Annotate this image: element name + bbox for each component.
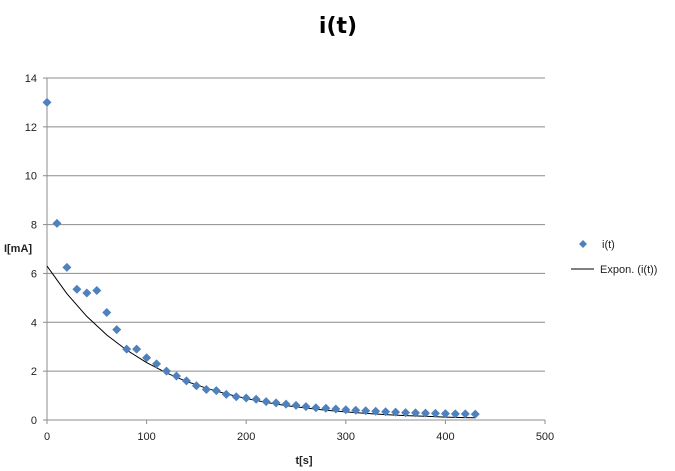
data-point [311,403,321,413]
data-point [371,406,381,416]
data-point [42,97,52,107]
y-tick-label-10: 10 [25,171,37,183]
gridlines [47,77,545,372]
y-tick-label-2: 2 [31,366,37,378]
data-point [52,218,62,228]
data-point [132,344,142,354]
y-axis-label: I[mA] [4,243,32,255]
data-point [211,386,221,396]
y-tick-label-6: 6 [31,268,37,280]
data-point [460,409,470,419]
data-point [122,344,132,354]
data-point [191,381,201,391]
data-point [401,408,411,418]
data-point [62,262,72,272]
y-tick-label-12: 12 [25,122,37,134]
y-tick-label-14: 14 [25,73,37,85]
data-point [361,406,371,416]
data-point [102,308,112,318]
legend-label-trend: Expon. (i(t)) [600,264,657,276]
data-point [72,284,82,294]
data-point [221,389,231,399]
scatter-series [42,97,480,419]
data-point [241,393,251,403]
y-tick-label-0: 0 [31,415,37,427]
trendline-series [46,265,476,419]
legend-marker-diamond [579,240,587,248]
x-tick-label-100: 100 [137,431,155,443]
data-point [92,286,102,296]
x-axis-label: t[s] [295,455,312,467]
y-tick-labels: 0 2 4 6 8 10 12 14 [25,73,37,427]
data-point [430,408,440,418]
x-tick-label-0: 0 [44,431,50,443]
data-point [391,407,401,417]
data-point [301,402,311,412]
data-point [411,408,421,418]
y-tick-label-8: 8 [31,220,37,232]
data-point [321,403,331,413]
data-point [201,384,211,394]
data-point [271,398,281,408]
data-point [291,400,301,410]
data-point [470,409,480,419]
x-tick-label-200: 200 [237,431,255,443]
data-point [171,371,181,381]
legend: i(t) Expon. (i(t)) [571,239,657,276]
data-point [381,407,391,417]
x-tick-label-500: 500 [536,431,554,443]
axes [43,77,546,424]
y-tick-label-4: 4 [31,317,37,329]
data-point [351,405,361,415]
data-point [162,366,172,376]
data-point [331,404,341,414]
data-point [420,408,430,418]
data-point [281,399,291,409]
legend-label-series: i(t) [602,239,615,251]
data-point [440,409,450,419]
data-point [341,405,351,415]
data-point [251,394,261,404]
data-point [112,325,122,335]
data-point [261,397,271,407]
data-point [82,288,92,298]
x-tick-label-300: 300 [337,431,355,443]
data-point [181,376,191,386]
x-tick-labels: 0 100 200 300 400 500 [44,431,554,443]
data-point [152,359,162,369]
x-tick-label-400: 400 [436,431,454,443]
data-point [142,353,152,363]
trendline-path [46,265,476,419]
data-point [450,409,460,419]
data-point [231,392,241,402]
chart-title: i(t) [319,14,357,39]
